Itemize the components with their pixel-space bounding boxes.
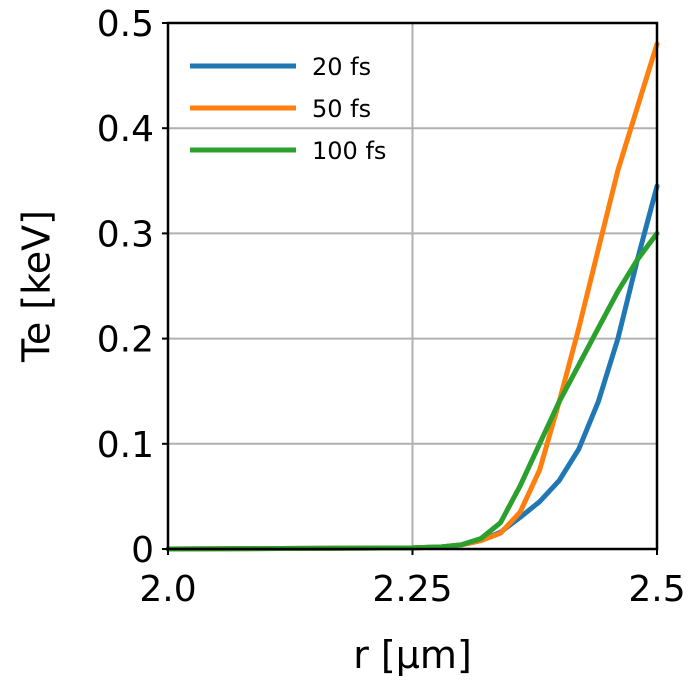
legend-label: 50 fs [312, 95, 371, 123]
x-tick-label: 2.5 [628, 569, 685, 610]
y-axis-label: Te [keV] [14, 210, 58, 363]
x-axis-label: r [μm] [353, 633, 472, 677]
y-tick-label: 0.4 [97, 109, 154, 150]
y-tick-label: 0.2 [97, 320, 154, 361]
series-line [165, 230, 660, 552]
y-tick-label: 0.3 [97, 214, 154, 255]
grid [167, 22, 658, 550]
legend-label: 20 fs [312, 53, 371, 81]
y-tick-label: 0.1 [97, 425, 154, 466]
legend: 20 fs 50 fs 100 fs [190, 53, 386, 165]
y-tick-label: 0 [131, 530, 154, 571]
x-tick-label: 2.0 [139, 569, 196, 610]
y-tick-label: 0.5 [97, 4, 154, 45]
legend-label: 100 fs [312, 137, 386, 165]
x-tick-label: 2.25 [372, 569, 452, 610]
ticks: 0 0.1 0.2 0.3 0.4 0.5 2.0 2.25 2.5 [97, 4, 686, 610]
series-layer [165, 41, 660, 552]
